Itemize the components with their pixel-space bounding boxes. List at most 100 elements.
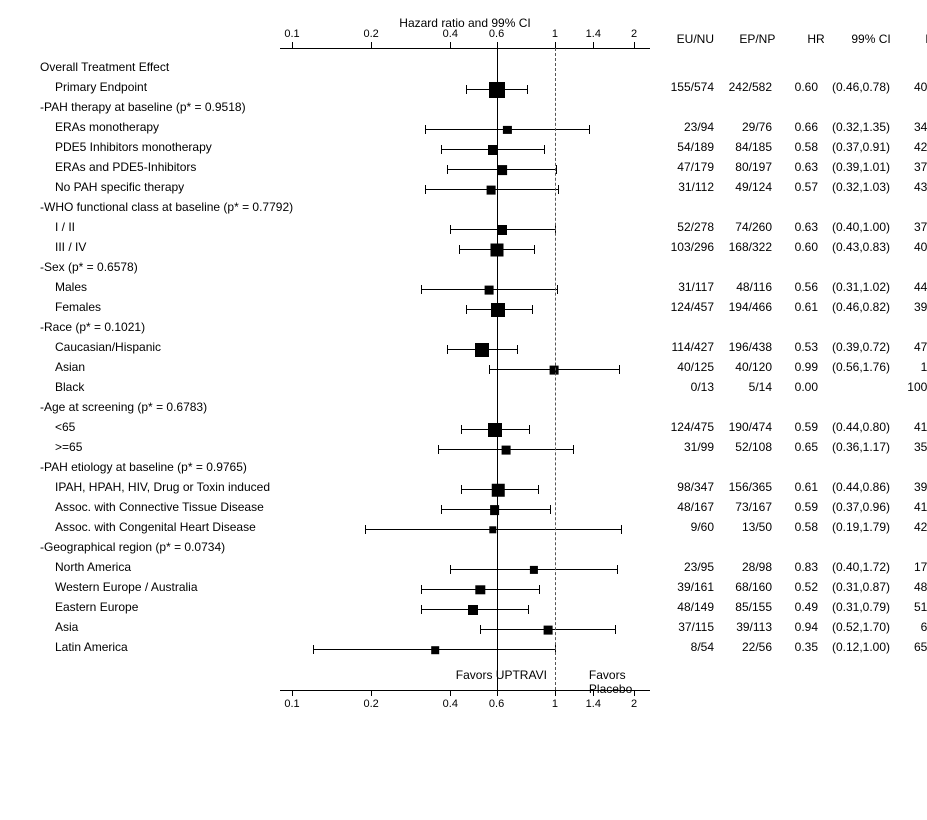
data-row: 48/14985/1550.49(0.31,0.79)51% (660, 600, 927, 614)
ci-cap-left (421, 585, 422, 594)
ci-cap-right (538, 485, 539, 494)
axis-tick-label: 0.6 (489, 698, 504, 710)
cell-eunu: 37/115 (660, 620, 714, 634)
cell-ci: (0.40,1.72) (824, 560, 898, 574)
cell-ci: (0.46,0.78) (824, 80, 898, 94)
ci-cap-left (461, 485, 462, 494)
cell-rrr: 47% (904, 340, 927, 354)
point-estimate (543, 626, 552, 635)
point-estimate (476, 585, 485, 594)
point-estimate (468, 605, 478, 615)
ci-cap-right (539, 585, 540, 594)
axis-tick (634, 42, 635, 48)
axis-tick-label: 0.4 (443, 28, 458, 40)
cell-eunu: 31/99 (660, 440, 714, 454)
cell-ci: (0.12,1.00) (824, 640, 898, 654)
cell-ci: (0.32,1.35) (824, 120, 898, 134)
data-row: 54/18984/1850.58(0.37,0.91)42% (660, 140, 927, 154)
ci-cap-left (450, 565, 451, 574)
data-row: 9/6013/500.58(0.19,1.79)42% (660, 520, 927, 534)
cell-ci: (0.39,1.01) (824, 160, 898, 174)
cell-eunu: 48/167 (660, 500, 714, 514)
axis-tick-label: 0.6 (489, 28, 504, 40)
point-estimate (497, 225, 507, 235)
cell-hr: 0.58 (780, 520, 818, 534)
data-row: 39/16168/1600.52(0.31,0.87)48% (660, 580, 927, 594)
hdr-rrr: RRR (917, 32, 927, 46)
ci-cap-right (556, 165, 557, 174)
axis-tick (450, 690, 451, 696)
ci-cap-left (313, 645, 314, 654)
item-label: IPAH, HPAH, HIV, Drug or Toxin induced (55, 480, 270, 494)
ci-cap-left (489, 365, 490, 374)
favors-right-label: Favors Placebo (589, 668, 650, 696)
cell-ci: (0.32,1.03) (824, 180, 898, 194)
cell-eunu: 47/179 (660, 160, 714, 174)
axis-tick-label: 2 (631, 698, 637, 710)
axis-tick (292, 690, 293, 696)
forest-row (280, 140, 650, 160)
ci-cap-right (529, 425, 530, 434)
cell-rrr: 39% (904, 300, 927, 314)
axis-tick-label: 1.4 (586, 28, 601, 40)
cell-eunu: 23/94 (660, 120, 714, 134)
item-label: Primary Endpoint (55, 80, 147, 94)
point-estimate (488, 423, 502, 437)
cell-hr: 0.63 (780, 160, 818, 174)
forest-row (280, 160, 650, 180)
point-estimate (486, 186, 495, 195)
cell-eunu: 48/149 (660, 600, 714, 614)
forest-row (280, 420, 650, 440)
data-row: 8/5422/560.35(0.12,1.00)65% (660, 640, 927, 654)
forest-row (280, 620, 650, 640)
point-estimate (503, 126, 511, 134)
cell-epnp: 52/108 (718, 440, 772, 454)
ci-cap-right (621, 525, 622, 534)
cell-rrr: 17% (904, 560, 927, 574)
point-estimate (484, 286, 493, 295)
axis-tick (371, 690, 372, 696)
item-label: Latin America (55, 640, 128, 654)
cell-hr: 0.53 (780, 340, 818, 354)
cell-epnp: 84/185 (718, 140, 772, 154)
hdr-hr: HR (787, 32, 825, 46)
cell-eunu: 114/427 (660, 340, 714, 354)
group-label: -Race (p* = 0.1021) (40, 320, 145, 334)
axis-tick-label: 0.1 (284, 698, 299, 710)
data-row: 98/347156/3650.61(0.44,0.86)39% (660, 480, 927, 494)
cell-rrr: 41% (904, 420, 927, 434)
forest-row (280, 120, 650, 140)
data-row: 31/11748/1160.56(0.31,1.02)44% (660, 280, 927, 294)
cell-ci: (0.31,1.02) (824, 280, 898, 294)
ci-cap-right (589, 125, 590, 134)
cell-hr: 0.99 (780, 360, 818, 374)
cell-epnp: 5/14 (718, 380, 772, 394)
data-row: 48/16773/1670.59(0.37,0.96)41% (660, 500, 927, 514)
cell-hr: 0.83 (780, 560, 818, 574)
point-estimate (492, 484, 505, 497)
forest-row (280, 600, 650, 620)
ci-cap-right (573, 445, 574, 454)
cell-rrr: 41% (904, 500, 927, 514)
cell-epnp: 156/365 (718, 480, 772, 494)
cell-rrr: 37% (904, 160, 927, 174)
cell-ci: (0.44,0.86) (824, 480, 898, 494)
cell-rrr: 40% (904, 240, 927, 254)
data-row: 124/457194/4660.61(0.46,0.82)39% (660, 300, 927, 314)
point-estimate (497, 165, 507, 175)
forest-row (280, 560, 650, 580)
cell-epnp: 68/160 (718, 580, 772, 594)
cell-rrr: 40% (904, 80, 927, 94)
ci-cap-left (425, 185, 426, 194)
ci-cap-left (441, 145, 442, 154)
forest-row (280, 300, 650, 320)
cell-eunu: 9/60 (660, 520, 714, 534)
cell-ci: (0.39,0.72) (824, 340, 898, 354)
cell-hr: 0.94 (780, 620, 818, 634)
item-label: Females (55, 300, 101, 314)
data-row: 31/11249/1240.57(0.32,1.03)43% (660, 180, 927, 194)
item-label: Black (55, 380, 84, 394)
group-label: Overall Treatment Effect (40, 60, 169, 74)
ci-cap-left (421, 605, 422, 614)
data-row: 124/475190/4740.59(0.44,0.80)41% (660, 420, 927, 434)
